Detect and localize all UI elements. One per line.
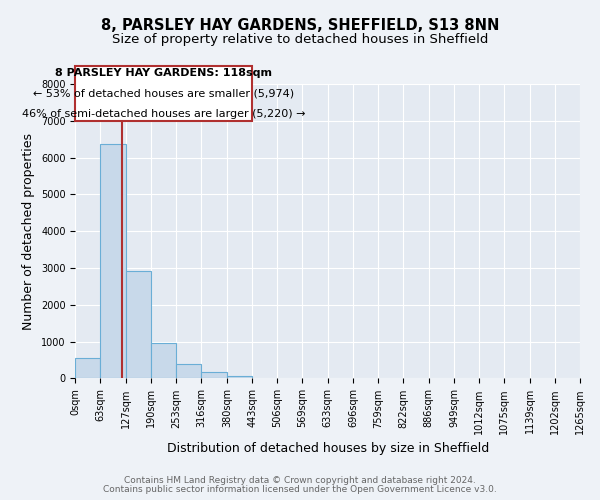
Bar xyxy=(176,364,202,378)
Y-axis label: Number of detached properties: Number of detached properties xyxy=(22,133,35,330)
Bar xyxy=(126,271,151,378)
Bar xyxy=(151,342,176,378)
Text: Contains public sector information licensed under the Open Government Licence v3: Contains public sector information licen… xyxy=(103,485,497,494)
X-axis label: Distribution of detached houses by size in Sheffield: Distribution of detached houses by size … xyxy=(167,442,489,455)
Text: 8, PARSLEY HAY GARDENS, SHEFFIELD, S13 8NN: 8, PARSLEY HAY GARDENS, SHEFFIELD, S13 8… xyxy=(101,18,499,32)
Text: Contains HM Land Registry data © Crown copyright and database right 2024.: Contains HM Land Registry data © Crown c… xyxy=(124,476,476,485)
FancyBboxPatch shape xyxy=(76,66,252,121)
Bar xyxy=(76,358,100,378)
Text: 46% of semi-detached houses are larger (5,220) →: 46% of semi-detached houses are larger (… xyxy=(22,108,305,118)
Bar xyxy=(202,372,227,378)
Text: 8 PARSLEY HAY GARDENS: 118sqm: 8 PARSLEY HAY GARDENS: 118sqm xyxy=(55,68,272,78)
Text: Size of property relative to detached houses in Sheffield: Size of property relative to detached ho… xyxy=(112,32,488,46)
Bar xyxy=(227,376,252,378)
Text: ← 53% of detached houses are smaller (5,974): ← 53% of detached houses are smaller (5,… xyxy=(33,88,294,99)
Bar xyxy=(100,144,126,378)
